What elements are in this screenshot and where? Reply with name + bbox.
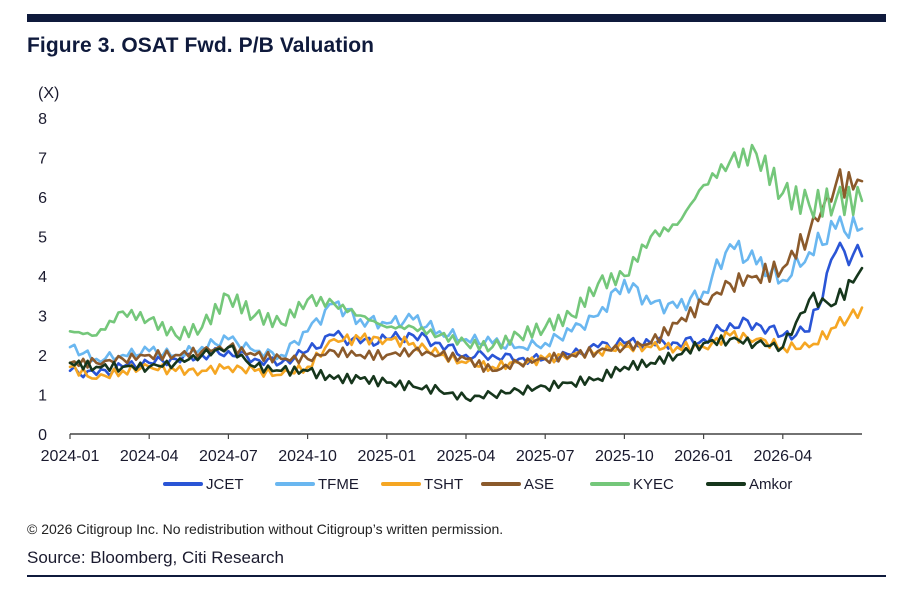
y-tick-label: 2 bbox=[38, 348, 47, 365]
x-tick-label: 2025-04 bbox=[437, 448, 496, 465]
series-line-ase bbox=[68, 168, 864, 373]
x-tick-label: 2024-01 bbox=[41, 448, 100, 465]
copyright-note: © 2026 Citigroup Inc. No redistribution … bbox=[27, 521, 504, 537]
legend-label-jcet: JCET bbox=[206, 476, 244, 493]
y-axis-unit-label: (X) bbox=[38, 85, 59, 102]
y-tick-label: 0 bbox=[38, 427, 47, 444]
y-tick-label: 1 bbox=[38, 388, 47, 405]
source-line: Source: Bloomberg, Citi Research bbox=[27, 548, 285, 567]
figure-title: Figure 3. OSAT Fwd. P/B Valuation bbox=[27, 34, 375, 57]
legend-label-amkor: Amkor bbox=[749, 476, 792, 493]
series-line-amkor bbox=[68, 266, 864, 403]
top-rule bbox=[27, 14, 886, 22]
x-tick-label: 2026-04 bbox=[753, 448, 812, 465]
x-tick-label: 2024-07 bbox=[199, 448, 258, 465]
legend-label-tsht: TSHT bbox=[424, 476, 463, 493]
x-tick-label: 2024-10 bbox=[278, 448, 337, 465]
series-line-tfme bbox=[68, 215, 864, 364]
series-line-kyec bbox=[68, 143, 864, 353]
x-tick-label: 2025-07 bbox=[516, 448, 575, 465]
series-line-tsht bbox=[68, 306, 864, 380]
y-tick-label: 4 bbox=[38, 269, 47, 286]
legend-label-tfme: TFME bbox=[318, 476, 359, 493]
legend-label-kyec: KYEC bbox=[633, 476, 674, 493]
y-tick-label: 5 bbox=[38, 230, 47, 247]
x-tick-label: 2026-01 bbox=[674, 448, 733, 465]
x-tick-label: 2025-10 bbox=[595, 448, 654, 465]
y-tick-label: 7 bbox=[38, 151, 47, 168]
y-tick-label: 8 bbox=[38, 111, 47, 128]
x-tick-label: 2024-04 bbox=[120, 448, 179, 465]
x-tick-label: 2025-01 bbox=[357, 448, 416, 465]
legend-label-ase: ASE bbox=[524, 476, 554, 493]
y-tick-label: 3 bbox=[38, 309, 47, 326]
bottom-rule bbox=[27, 575, 886, 577]
chart: (X) 0 1 2 3 4 5 6 7 8 2024-01 2024-04 2024-07 2024-10… bbox=[38, 85, 864, 493]
y-tick-label: 6 bbox=[38, 190, 47, 207]
